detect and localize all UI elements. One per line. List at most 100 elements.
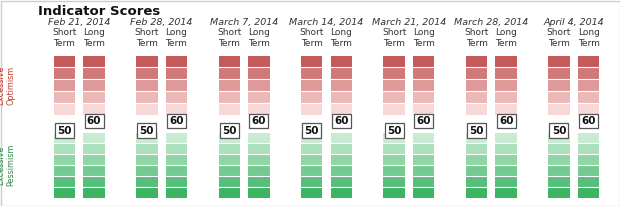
Bar [330, 144, 352, 154]
Bar [548, 92, 570, 103]
Bar [166, 144, 187, 154]
Text: March 14, 2014: March 14, 2014 [290, 18, 363, 27]
Bar [136, 92, 157, 103]
Text: Long
Term: Long Term [248, 28, 270, 48]
Bar [383, 80, 405, 91]
Text: 50: 50 [57, 125, 72, 136]
Bar [330, 92, 352, 103]
Bar [301, 144, 322, 154]
Bar [383, 177, 405, 187]
Bar [83, 177, 105, 187]
Bar [301, 155, 322, 165]
Text: Short
Term: Short Term [464, 28, 489, 48]
Text: Long
Term: Long Term [166, 28, 187, 48]
Bar [413, 177, 435, 187]
Bar [136, 144, 157, 154]
Bar [383, 188, 405, 198]
Bar [578, 166, 600, 176]
Bar [413, 166, 435, 176]
Bar [495, 115, 517, 132]
Bar [383, 92, 405, 103]
Bar [383, 104, 405, 115]
Bar [330, 188, 352, 198]
Bar [495, 80, 517, 91]
Bar [136, 188, 157, 198]
Bar [330, 133, 352, 143]
Bar [301, 56, 322, 67]
Bar [166, 92, 187, 103]
Text: 50: 50 [222, 125, 236, 136]
Bar [54, 177, 75, 187]
Bar [383, 56, 405, 67]
Bar [54, 68, 75, 79]
Bar [548, 104, 570, 115]
Bar [466, 68, 487, 79]
Text: Indicator Scores: Indicator Scores [38, 5, 160, 18]
Bar [136, 166, 157, 176]
Bar [383, 155, 405, 165]
Bar [330, 115, 352, 132]
Bar [548, 177, 570, 187]
Bar [383, 115, 405, 132]
Bar [548, 133, 570, 143]
Bar [54, 188, 75, 198]
Text: Short
Term: Short Term [299, 28, 324, 48]
Bar [466, 56, 487, 67]
Text: Excessive
Optimism: Excessive Optimism [0, 65, 16, 105]
Text: Excessive
Pessimism: Excessive Pessimism [0, 144, 16, 186]
Bar [54, 115, 75, 132]
Bar [136, 56, 157, 67]
Text: 50: 50 [552, 125, 566, 136]
Bar [218, 144, 240, 154]
Bar [218, 133, 240, 143]
Text: March 28, 2014: March 28, 2014 [454, 18, 528, 27]
Bar [136, 155, 157, 165]
Bar [413, 115, 435, 132]
Bar [83, 68, 105, 79]
Text: 50: 50 [304, 125, 319, 136]
Text: 50: 50 [387, 125, 401, 136]
Bar [136, 115, 157, 132]
Bar [330, 68, 352, 79]
Text: 60: 60 [417, 116, 431, 126]
Bar [248, 144, 270, 154]
Bar [301, 166, 322, 176]
Bar [248, 155, 270, 165]
Bar [54, 104, 75, 115]
Bar [136, 68, 157, 79]
Bar [166, 166, 187, 176]
Bar [578, 68, 600, 79]
Bar [166, 155, 187, 165]
Bar [218, 177, 240, 187]
Text: 60: 60 [334, 116, 348, 126]
Bar [413, 92, 435, 103]
Bar [83, 188, 105, 198]
Bar [578, 56, 600, 67]
Bar [83, 155, 105, 165]
Bar [166, 188, 187, 198]
Bar [301, 177, 322, 187]
Bar [578, 155, 600, 165]
Text: April 4, 2014: April 4, 2014 [544, 18, 604, 27]
Bar [413, 144, 435, 154]
Bar [466, 144, 487, 154]
Bar [166, 80, 187, 91]
Bar [248, 177, 270, 187]
Bar [54, 133, 75, 143]
Bar [330, 155, 352, 165]
Bar [54, 56, 75, 67]
Bar [248, 188, 270, 198]
Bar [83, 133, 105, 143]
Text: 60: 60 [582, 116, 596, 126]
Bar [548, 166, 570, 176]
Text: Short
Term: Short Term [382, 28, 406, 48]
Bar [383, 144, 405, 154]
Text: Long
Term: Long Term [330, 28, 352, 48]
Bar [383, 133, 405, 143]
Bar [413, 56, 435, 67]
Bar [248, 166, 270, 176]
Bar [218, 104, 240, 115]
Bar [248, 56, 270, 67]
Bar [248, 133, 270, 143]
Bar [218, 68, 240, 79]
